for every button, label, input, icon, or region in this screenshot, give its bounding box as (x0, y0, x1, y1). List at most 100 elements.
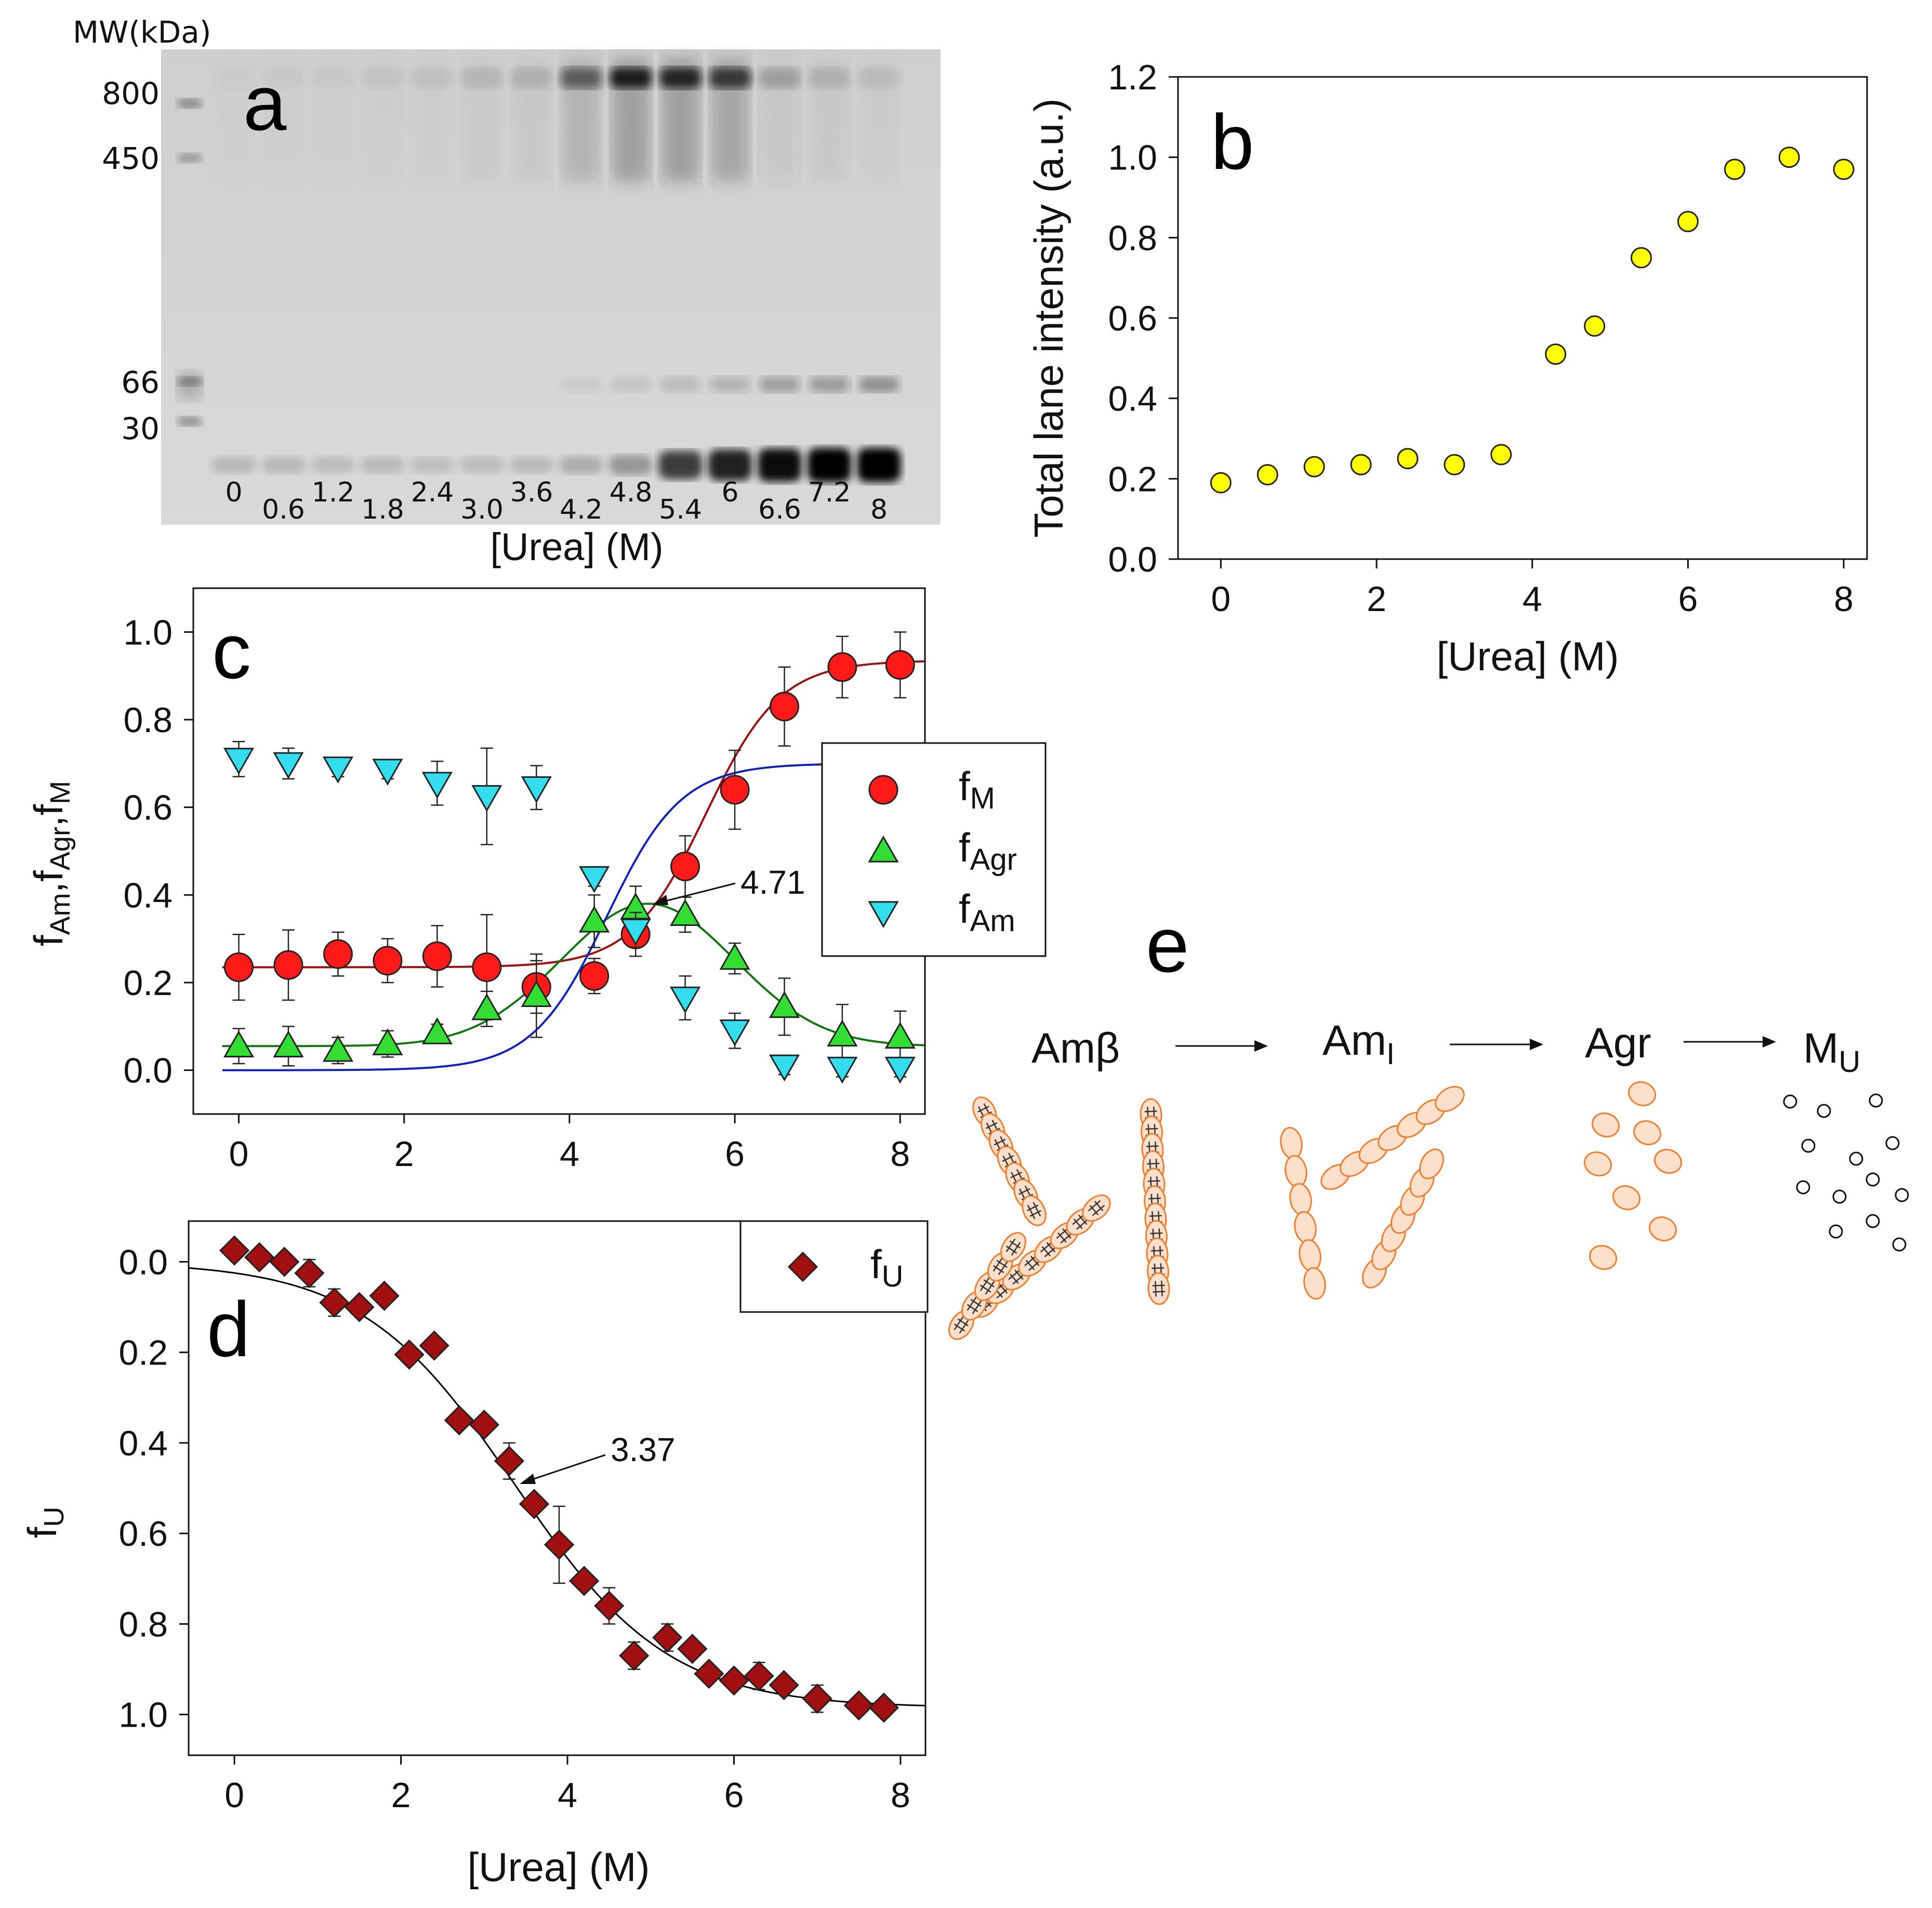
panel-c-point-fAm (471, 785, 502, 812)
panel-c-xtick-label: 4 (560, 1134, 579, 1174)
panel-e-ambeta-blob-hatch (954, 1316, 969, 1334)
panel-c-point-fAgr (322, 1035, 354, 1062)
panel-b-xtick-label: 2 (1367, 579, 1386, 619)
panel-d-point (652, 1622, 683, 1653)
panel-d-point (519, 1489, 550, 1519)
lane-66-band (413, 377, 452, 392)
ladder-smear (178, 372, 202, 400)
lane-low-band (361, 457, 405, 473)
gel-lanes (178, 57, 901, 482)
panel-c-point-fAm (273, 752, 304, 779)
panel-d-point (769, 1670, 799, 1701)
panel-e-ambeta-blob-hatch (1147, 1159, 1160, 1175)
panel-e: e Amβ AmI Agr MU (948, 901, 1909, 1340)
panel-e-agr-blob-shape (1591, 1112, 1620, 1138)
panel-e-agr-blob (1583, 1151, 1612, 1177)
panel-e-agr-blob-shape (1648, 1216, 1677, 1242)
panel-e-ambeta-blob-hatch (1010, 1169, 1025, 1187)
panel-d-point (843, 1690, 874, 1721)
panel-d-point (568, 1566, 600, 1596)
panel-d-point (244, 1242, 275, 1273)
lane-66-band (760, 377, 800, 392)
panel-c-point-fAm (620, 919, 651, 946)
panel-e-mu-circle (1892, 1237, 1907, 1252)
panel-e-ambeta-blob-hatch (1145, 1124, 1158, 1140)
panel-e-ami-blob-shape (1285, 1155, 1307, 1188)
panel-d-point (319, 1287, 350, 1318)
gel-lane-label: 6.6 (758, 494, 801, 525)
panel-d-point (294, 1258, 325, 1289)
panel-b-point (1724, 158, 1745, 180)
lane-high-band (759, 68, 801, 88)
panel-e-mu-circle (1796, 1180, 1810, 1195)
panel-c-label: c (212, 607, 251, 695)
panel-e-stage-base: Agr (1585, 1019, 1651, 1067)
panel-c-point-fM (579, 961, 610, 991)
panel-d-point (219, 1235, 250, 1266)
panel-c-point-fAgr (421, 1017, 453, 1044)
panel-e-ambeta-blob-hatch (1147, 1176, 1161, 1192)
panel-d-ylabel-sub: U (38, 1507, 70, 1527)
ladder-band-0 (178, 99, 202, 108)
panel-d-ytick-label: 1.0 (118, 1695, 168, 1735)
panel-d-point (369, 1280, 400, 1311)
panel-b-point (1444, 454, 1465, 475)
panel-e-agr-blob (1591, 1112, 1620, 1138)
lane-low-band (658, 451, 703, 480)
lane-low-band (460, 457, 504, 473)
panel-d-ylabel-base: f (19, 1527, 65, 1538)
gel-lane-label: 8 (870, 494, 888, 525)
lane-high-band (610, 68, 652, 88)
panel-e-ambeta-blob-hatch (1144, 1106, 1158, 1123)
lane-66-band (313, 377, 353, 392)
panel-e-ambeta-blob-hatch (1146, 1141, 1159, 1158)
lane-66-band (660, 377, 700, 392)
gel-lane-label: 1.8 (361, 494, 404, 525)
panel-c-marks: 0 2 4 6 8 0.0 0.2 0.4 0.6 0.8 1.0 (123, 613, 925, 1174)
panel-c-legend-base: f (959, 825, 970, 870)
lane-high-band (412, 68, 453, 88)
panel-e-ambeta-blob-hatch (1024, 1255, 1041, 1271)
panel-e-mu-circle (1865, 1214, 1880, 1228)
lane-low-band (261, 457, 306, 473)
panel-c-point-fM (273, 950, 303, 980)
panel-e-ambeta-blob-hatch (1005, 1238, 1021, 1256)
panel-a-label: a (243, 59, 287, 147)
gel-lane-label: 0 (225, 477, 242, 508)
panel-e-ami-blob (1299, 1239, 1321, 1272)
panel-e-ambeta-blob-hatch (977, 1103, 992, 1121)
panel-b-label: b (1211, 98, 1254, 186)
panel-d-xtick-label: 4 (558, 1776, 577, 1815)
mw-marker-66: 66 (121, 365, 160, 400)
panel-e-ambeta-blob-hatch (1072, 1214, 1089, 1230)
gel-lane-label: 4.2 (560, 494, 603, 525)
panel-b-xtick-label: 4 (1523, 579, 1542, 619)
mw-marker-30: 30 (121, 411, 160, 446)
panel-c-point-fM (670, 852, 700, 882)
panel-b-point (1630, 247, 1652, 269)
mw-header: MW(kDa) (73, 15, 211, 50)
panel-e-ambeta-blob-shape (1082, 1194, 1111, 1222)
panel-d-xtick-label: 6 (724, 1776, 744, 1815)
panel-b-xtick-label: 8 (1834, 579, 1854, 619)
panel-e-ambeta-blob-hatch (1150, 1228, 1163, 1244)
panel-e-agr-blob-shape (1583, 1151, 1612, 1177)
panel-d-ytick-label: 0.4 (118, 1424, 168, 1463)
panel-e-ami-blob-shape (1419, 1148, 1445, 1180)
panel-e-arrowhead (1254, 1040, 1268, 1052)
panel-e-stage-base: Am (1322, 1017, 1386, 1064)
panel-e-mu-circle (1832, 1189, 1847, 1204)
panel-e-ambeta-blob (1082, 1194, 1111, 1222)
lane-66-band (264, 377, 303, 392)
panel-d-point (744, 1661, 774, 1691)
lane-66-band (561, 377, 601, 392)
panel-c-point-fAm (579, 866, 610, 893)
panel-c-ytick-label: 0.6 (123, 788, 173, 828)
panel-e-ambeta-blob-hatch (993, 1257, 1008, 1276)
panel-d: 0 2 4 6 80.00.20.40.60.81.0 d [Urea] (M) fU … (19, 1220, 929, 1890)
panel-e-stage-base: M (1803, 1025, 1838, 1072)
panel-d-point (444, 1405, 474, 1436)
panel-c-point-fM (720, 775, 750, 805)
panel-c-ylabel: fAm,fAgr,fM (25, 781, 76, 946)
gel-lane-label: 6 (721, 477, 738, 508)
